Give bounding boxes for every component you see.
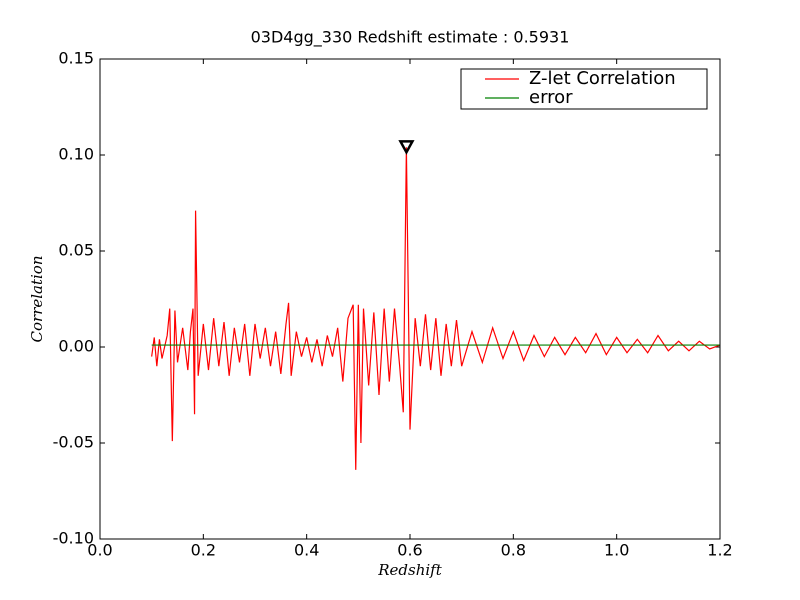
y-axis-label: Correlation	[28, 256, 46, 343]
legend-label: error	[529, 87, 573, 108]
y-tick-label: 0.15	[58, 49, 94, 68]
x-axis-label: Redshift	[377, 561, 442, 579]
peak-marker	[398, 140, 415, 155]
x-tick-label: 0.2	[191, 541, 216, 560]
x-tick-label: 0.6	[397, 541, 422, 560]
y-tick-label: 0.00	[58, 337, 94, 356]
y-tick-label: -0.05	[53, 433, 94, 452]
x-tick-label: 0.4	[294, 541, 319, 560]
x-tick-label: 1.2	[707, 541, 732, 560]
legend-label: Z-let Correlation	[529, 68, 676, 89]
y-tick-label: -0.10	[53, 529, 94, 548]
x-tick-label: 0.0	[87, 541, 112, 560]
legend-box	[460, 68, 708, 110]
plot-frame	[99, 58, 721, 540]
y-tick-label: 0.05	[58, 241, 94, 260]
series-line	[151, 147, 721, 470]
y-tick-label: 0.10	[58, 145, 94, 164]
chart-title: 03D4gg_330 Redshift estimate : 0.5931	[251, 28, 570, 48]
x-tick-label: 0.8	[501, 541, 526, 560]
x-tick-label: 1.0	[604, 541, 629, 560]
